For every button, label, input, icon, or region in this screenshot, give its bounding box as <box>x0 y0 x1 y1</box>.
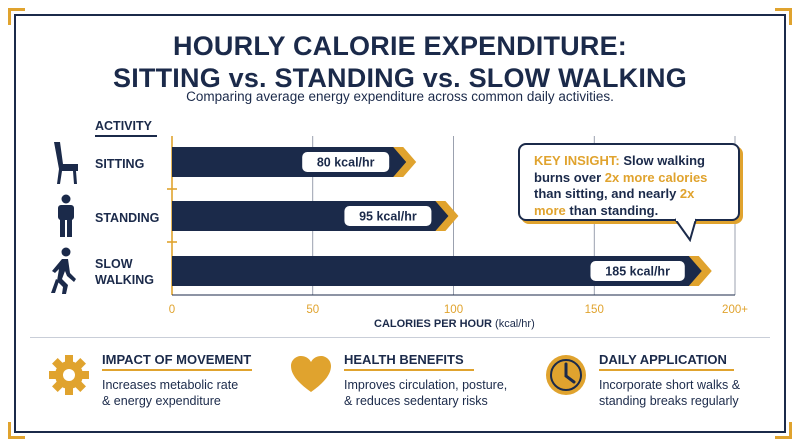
chart-title-line-2: SITTING vs. STANDING vs. SLOW WALKING <box>113 63 687 93</box>
x-tick-label: 150 <box>585 304 604 316</box>
bar <box>172 256 702 286</box>
card-heading: HEALTH BENEFITS <box>344 352 464 367</box>
card-heading: IMPACT OF MOVEMENT <box>102 352 252 367</box>
standing-person-icon <box>58 194 74 237</box>
x-tick-label: 50 <box>306 304 319 316</box>
card-heading-underline <box>344 369 474 371</box>
card-description: Improves circulation, posture, & reduces … <box>344 378 508 408</box>
data-label: 95 kcal/hr <box>359 210 417 224</box>
x-tick-label: 100 <box>444 304 463 316</box>
key-insight-callout: KEY INSIGHT: Slow walking burns over 2x … <box>518 143 740 221</box>
x-tick-label: 200+ <box>722 304 748 316</box>
data-label: 80 kcal/hr <box>317 156 375 170</box>
activity-header-underline <box>95 135 157 137</box>
walking-person-icon <box>51 247 76 294</box>
card-description: Increases metabolic rate & energy expendi… <box>102 378 239 408</box>
x-tick-label: 0 <box>169 304 175 316</box>
chair-icon <box>54 142 78 184</box>
corner-ornament-top-left <box>8 8 25 25</box>
category-label-slow-walking: SLOW WALKING <box>95 257 155 287</box>
clock-icon <box>546 355 586 395</box>
x-axis-title: CALORIES PER HOUR (kcal/hr) <box>374 318 535 330</box>
card-description: Incorporate short walks & standing breaks… <box>599 378 741 408</box>
page-frame <box>14 14 786 433</box>
chart-title: HOURLY CALORIE EXPENDITURE: SITTING vs. … <box>0 30 800 94</box>
data-label-box <box>590 261 685 281</box>
data-label-box <box>344 206 432 226</box>
corner-ornament-top-right <box>775 8 792 25</box>
card-heading-underline <box>102 369 252 371</box>
section-divider <box>30 337 770 338</box>
card-heading: DAILY APPLICATION <box>599 352 727 367</box>
category-label-standing: STANDING <box>95 211 160 225</box>
chart-subtitle: Comparing average energy expenditure acr… <box>186 89 614 104</box>
category-label-sitting: SITTING <box>95 157 145 171</box>
activity-column-header: ACTIVITY <box>95 119 152 133</box>
callout-pointer <box>674 218 697 242</box>
corner-ornament-bottom-right <box>775 422 792 439</box>
card-heading-underline <box>599 369 734 371</box>
heart-icon <box>291 356 331 392</box>
gear-icon <box>49 355 89 395</box>
data-label-box <box>302 152 390 172</box>
corner-ornament-bottom-left <box>8 422 25 439</box>
chart-title-line-1: HOURLY CALORIE EXPENDITURE: <box>173 31 627 61</box>
data-label: 185 kcal/hr <box>605 265 670 279</box>
